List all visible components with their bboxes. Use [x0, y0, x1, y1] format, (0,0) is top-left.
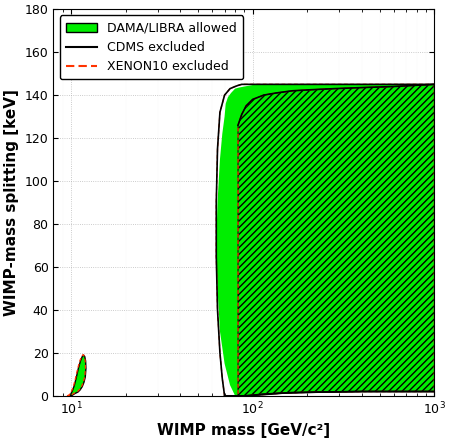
Legend: DAMA/LIBRA allowed, CDMS excluded, XENON10 excluded: DAMA/LIBRA allowed, CDMS excluded, XENON…	[60, 15, 243, 80]
X-axis label: WIMP mass [GeV/c²]: WIMP mass [GeV/c²]	[158, 423, 330, 438]
Y-axis label: WIMP-mass splitting [keV]: WIMP-mass splitting [keV]	[4, 89, 19, 316]
